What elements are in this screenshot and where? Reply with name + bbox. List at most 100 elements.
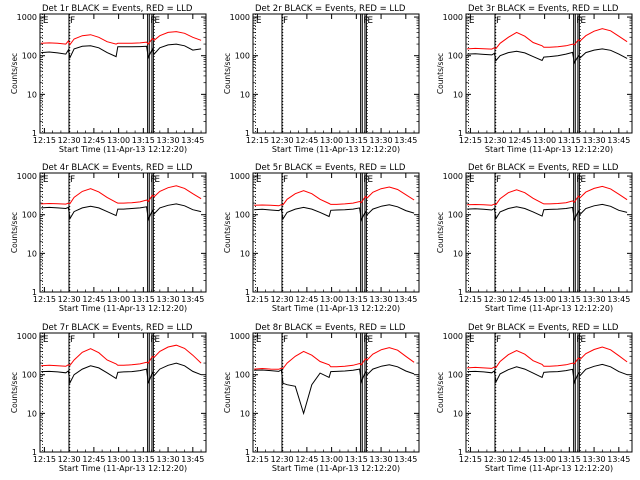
x-tick-label: 13:00 — [320, 136, 343, 145]
x-tick-label: 13:00 — [533, 295, 556, 304]
x-tick-label: 12:30 — [58, 455, 81, 464]
marker-label: E — [43, 175, 49, 185]
x-axis-label: Start Time (11-Apr-13 12:12:20) — [485, 464, 613, 473]
marker-label: E — [256, 175, 262, 185]
marker-label: E — [367, 335, 373, 345]
lld-series-line — [41, 185, 202, 205]
x-tick-label: 12:15 — [33, 455, 56, 464]
x-axis-label: Start Time (11-Apr-13 12:12:20) — [59, 464, 187, 473]
marker-label: E — [256, 335, 262, 345]
x-tick-label: 12:45 — [82, 455, 105, 464]
marker-label: E — [154, 16, 160, 26]
x-tick-label: 13:15 — [558, 295, 581, 304]
y-axis-label: Counts/sec — [10, 372, 19, 413]
y-tick-label: 10 — [453, 409, 463, 418]
x-tick-label: 13:00 — [533, 136, 556, 145]
x-tick-label: 13:00 — [107, 455, 130, 464]
events-series-line — [467, 48, 628, 65]
lld-series-line — [41, 344, 202, 367]
x-axis-label: Start Time (11-Apr-13 12:12:20) — [59, 304, 187, 313]
axes-frame — [465, 13, 633, 134]
marker-label: F — [70, 175, 75, 185]
x-tick-label: 12:45 — [508, 136, 531, 145]
x-tick-label: 13:30 — [157, 455, 180, 464]
y-axis-label: Counts/sec — [10, 53, 19, 94]
marker-label: F — [363, 175, 368, 185]
marker-label: F — [150, 175, 155, 185]
events-series-line — [467, 363, 628, 385]
x-tick-label: 13:45 — [394, 136, 417, 145]
y-tick-label: 1 — [458, 129, 463, 138]
lld-series-line — [467, 185, 628, 206]
x-axis-label: Start Time (11-Apr-13 12:12:20) — [272, 464, 400, 473]
x-tick-label: 12:30 — [58, 295, 81, 304]
panel-6: Det 6r BLACK = Events, RED = LLD 1 10 100 10… — [436, 163, 633, 313]
x-tick-label: 13:15 — [558, 136, 581, 145]
marker-label: F — [496, 175, 501, 185]
marker-label: E — [256, 16, 262, 26]
x-tick-label: 12:45 — [82, 136, 105, 145]
x-tick-label: 13:00 — [107, 295, 130, 304]
panel-3: Det 3r BLACK = Events, RED = LLD 1 10 100 10… — [436, 4, 633, 154]
marker-label: F — [70, 16, 75, 26]
marker-label: F — [70, 335, 75, 345]
marker-label: E — [367, 175, 373, 185]
y-tick-label: 10 — [27, 249, 37, 258]
axes-frame — [39, 13, 207, 134]
x-tick-label: 13:15 — [345, 295, 368, 304]
y-tick-label: 100 — [235, 52, 250, 61]
y-tick-label: 1 — [245, 448, 250, 457]
marker-label: E — [367, 16, 373, 26]
marker-label: E — [469, 16, 475, 26]
lld-series-line — [254, 347, 415, 370]
y-tick-label: 100 — [235, 371, 250, 380]
x-axis-label: Start Time (11-Apr-13 12:12:20) — [485, 304, 613, 313]
x-tick-label: 12:15 — [459, 295, 482, 304]
x-tick-label: 12:45 — [295, 455, 318, 464]
x-tick-label: 12:30 — [271, 136, 294, 145]
x-tick-label: 13:30 — [583, 455, 606, 464]
panel-title: Det 8r BLACK = Events, RED = LLD — [255, 323, 406, 333]
events-series-line — [254, 364, 415, 416]
x-tick-label: 13:30 — [370, 136, 393, 145]
x-tick-label: 13:45 — [394, 295, 417, 304]
panel-1: Det 1r BLACK = Events, RED = LLD 1 10 100 10… — [10, 4, 207, 154]
marker-label: E — [469, 335, 475, 345]
x-tick-label: 12:30 — [484, 455, 507, 464]
y-tick-label: 1000 — [230, 13, 250, 22]
marker-label: E — [154, 175, 160, 185]
axes-frame — [39, 332, 207, 453]
panel-title: Det 4r BLACK = Events, RED = LLD — [42, 163, 193, 173]
y-tick-label: 1000 — [17, 332, 37, 341]
lld-series-line — [467, 346, 628, 369]
panel-title: Det 3r BLACK = Events, RED = LLD — [468, 4, 619, 14]
events-series-line — [41, 43, 202, 60]
x-tick-label: 12:15 — [33, 295, 56, 304]
x-tick-label: 12:30 — [484, 136, 507, 145]
x-tick-label: 12:45 — [295, 136, 318, 145]
panel-2: Det 2r BLACK = Events, RED = LLD 1 10 100 10… — [223, 4, 420, 154]
marker-label: E — [469, 175, 475, 185]
y-tick-label: 1000 — [230, 172, 250, 181]
x-tick-label: 13:30 — [370, 295, 393, 304]
panel-title: Det 6r BLACK = Events, RED = LLD — [468, 163, 619, 173]
y-tick-label: 100 — [22, 211, 37, 220]
panel-title: Det 1r BLACK = Events, RED = LLD — [42, 4, 193, 14]
marker-label: F — [363, 335, 368, 345]
marker-label: E — [43, 16, 49, 26]
axes-frame — [465, 172, 633, 293]
marker-label: F — [576, 175, 581, 185]
marker-label: F — [576, 16, 581, 26]
x-tick-label: 13:15 — [132, 455, 155, 464]
y-tick-label: 1 — [458, 448, 463, 457]
lld-series-line — [41, 31, 202, 46]
y-tick-label: 100 — [448, 211, 463, 220]
x-tick-label: 13:00 — [320, 295, 343, 304]
y-tick-label: 100 — [235, 211, 250, 220]
y-tick-label: 1000 — [443, 172, 463, 181]
x-tick-label: 13:30 — [583, 136, 606, 145]
axes-frame — [39, 172, 207, 293]
panel-title: Det 5r BLACK = Events, RED = LLD — [255, 163, 406, 173]
y-tick-label: 1 — [32, 129, 37, 138]
y-tick-label: 100 — [448, 371, 463, 380]
